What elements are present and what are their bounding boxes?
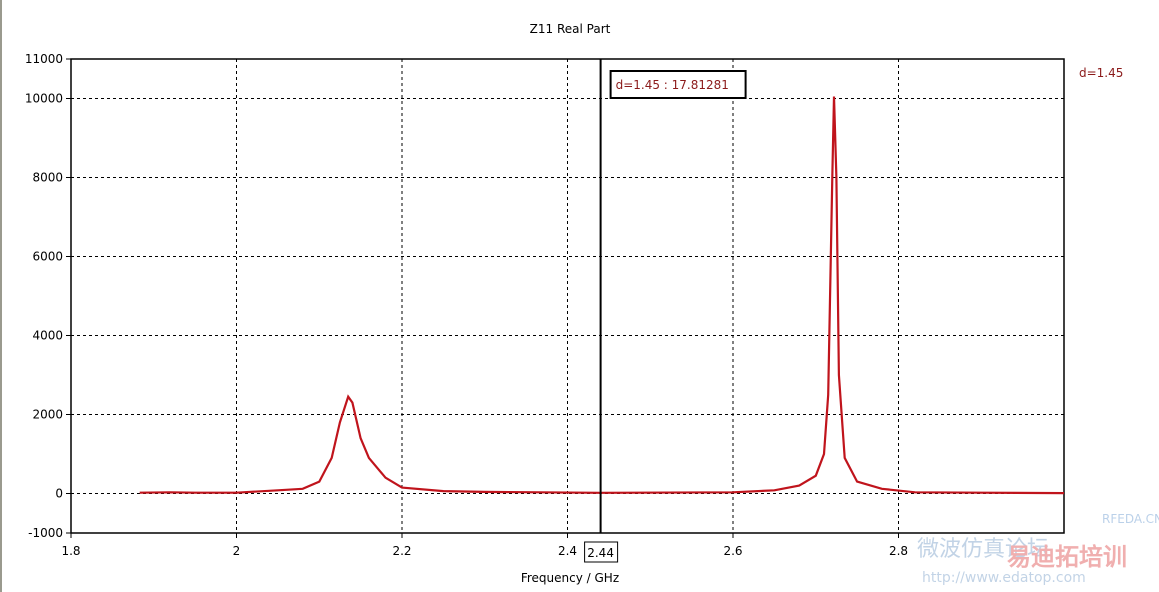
chart-title: Z11 Real Part — [530, 22, 611, 36]
marker-x-label-box — [584, 541, 619, 563]
x-axis-label: Frequency / GHz — [521, 571, 619, 585]
watermark-text: RFEDA.CN — [1102, 512, 1159, 526]
watermark-text: http://www.edatop.com — [922, 570, 1086, 586]
x-tick-label: 2.8 — [889, 544, 908, 558]
watermark: RFEDA.CN 微波仿真论坛 易迪拓培训 http://www.edatop.… — [917, 512, 1159, 586]
y-tick-label: 0 — [55, 487, 63, 501]
watermark-text: 微波仿真论坛 — [917, 537, 1049, 562]
y-tick-label: 11000 — [25, 52, 63, 66]
watermark-text: 易迪拓培训 — [1007, 543, 1127, 571]
y-tick-label: 8000 — [32, 171, 63, 185]
series-line-d-1.45 — [139, 96, 1065, 495]
x-tick-label: 2.4 — [558, 544, 577, 558]
y-tick-label: 4000 — [32, 329, 63, 343]
y-tick-label: 10000 — [25, 92, 63, 106]
marker-annotation: d=1.45 : 17.81281 — [616, 78, 729, 92]
y-tick-label: 6000 — [32, 250, 63, 264]
marker-x-label: 2.44 — [587, 546, 614, 560]
x-tick-label: 2.2 — [392, 544, 411, 558]
x-tick-label: 2 — [233, 544, 241, 558]
x-tick-label: 2.6 — [723, 544, 742, 558]
marker-annotation-box — [609, 70, 747, 99]
y-tick-label: -1000 — [28, 526, 63, 540]
x-tick-label: 1.8 — [61, 544, 80, 558]
y-tick-label: 2000 — [32, 408, 63, 422]
legend-entry: d=1.45 — [1079, 66, 1123, 80]
plot-frame — [70, 58, 1065, 534]
